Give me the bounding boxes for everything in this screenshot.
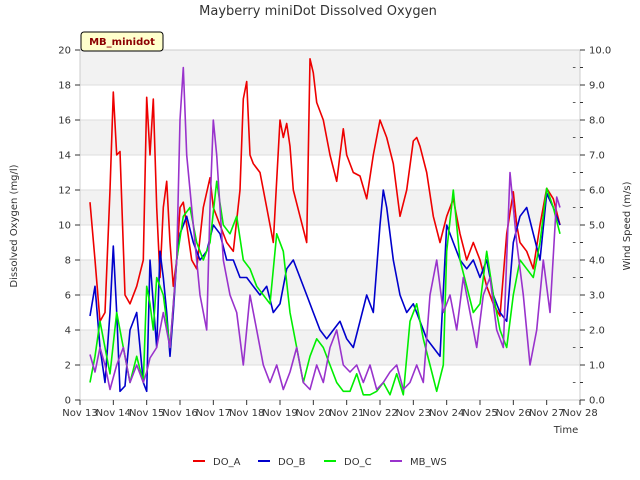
legend-label: MB_WS <box>410 457 447 468</box>
y2-minor-dash: - <box>572 168 576 179</box>
y2-minor-dash: - <box>572 63 576 74</box>
y2-tick-label: 1.0 <box>589 361 605 372</box>
y-tick-label: 10 <box>58 221 71 232</box>
x-tick-label: Nov 20 <box>296 408 331 419</box>
x-tick-label: Nov 27 <box>529 408 564 419</box>
chart-title: Mayberry miniDot Dissolved Oxygen <box>199 4 437 19</box>
y2-minor-dash: - <box>572 133 576 144</box>
y-tick-label: 18 <box>58 81 71 92</box>
y-tick-label: 20 <box>58 46 71 57</box>
background-band <box>80 50 580 85</box>
legend-label: DO_C <box>344 457 372 468</box>
legend-label: DO_B <box>278 457 306 468</box>
legend: DO_A DO_B DO_C MB_WS <box>193 457 447 468</box>
series-layer <box>89 57 561 396</box>
y2-minor-dash: - <box>572 308 576 319</box>
x-tick-label: Nov 16 <box>162 408 197 419</box>
y-tick-label: 6 <box>65 291 71 302</box>
y2-axis-title: Wind Speed (m/s) <box>622 181 633 270</box>
x-tick-label: Nov 15 <box>129 408 164 419</box>
y-tick-label: 16 <box>58 116 71 127</box>
y-tick-label: 8 <box>65 256 71 267</box>
y2-axis-ticks: 0.0 - 1.0 - 2.0 - 3.0 - 4.0 - 5.0 - 6.0 - 7.0 - 8.0 - 9.0 -… <box>572 46 611 407</box>
background-band <box>80 155 580 190</box>
y2-minor-dash: - <box>572 273 576 284</box>
x-axis-title: Time <box>553 425 578 436</box>
y-tick-label: 0 <box>65 396 71 407</box>
x-tick-label: Nov 24 <box>429 408 464 419</box>
y2-minor-dash: - <box>572 203 576 214</box>
y-tick-label: 12 <box>58 186 71 197</box>
legend-label: DO_A <box>213 457 241 468</box>
x-tick-label: Nov 18 <box>229 408 264 419</box>
y2-tick-label: 10.0 <box>589 46 611 57</box>
y2-tick-label: 3.0 <box>589 291 605 302</box>
y2-tick-label: 8.0 <box>589 116 605 127</box>
x-tick-label: Nov 19 <box>262 408 297 419</box>
y2-tick-label: 6.0 <box>589 186 605 197</box>
y2-tick-label: 2.0 <box>589 326 605 337</box>
y-tick-label: 14 <box>58 151 71 162</box>
x-tick-label: Nov 13 <box>62 408 97 419</box>
x-tick-label: Nov 23 <box>396 408 431 419</box>
y-tick-label: 2 <box>65 361 71 372</box>
background-band <box>80 85 580 120</box>
y-tick-label: 4 <box>65 326 71 337</box>
y-axis-ticks: 0 2 4 6 8 10 12 14 16 18 20 <box>58 46 80 407</box>
y2-minor-dash: - <box>572 98 576 109</box>
background-band <box>80 225 580 260</box>
y2-minor-dash: - <box>572 343 576 354</box>
background-band <box>80 365 580 400</box>
x-tick-label: Nov 28 <box>562 408 597 419</box>
y2-minor-dash: - <box>572 378 576 389</box>
x-tick-label: Nov 25 <box>462 408 497 419</box>
y2-minor-dash: - <box>572 238 576 249</box>
y2-tick-label: 4.0 <box>589 256 605 267</box>
badge-box <box>80 31 164 52</box>
series-line-do-b <box>89 189 561 393</box>
x-tick-label: Nov 21 <box>329 408 364 419</box>
badge-label: MB_minidot <box>89 37 155 48</box>
y-axis-title: Dissolved Oxygen (mg/l) <box>9 164 20 287</box>
x-tick-label: Nov 22 <box>362 408 397 419</box>
y2-tick-label: 7.0 <box>589 151 605 162</box>
background-bands <box>80 50 580 400</box>
y2-tick-label: 5.0 <box>589 221 605 232</box>
series-line-do-a <box>89 57 561 323</box>
badge: MB_minidot <box>80 31 164 52</box>
series-line-do-c <box>89 180 561 396</box>
x-tick-label: Nov 26 <box>496 408 531 419</box>
x-tick-label: Nov 17 <box>196 408 231 419</box>
background-band <box>80 190 580 225</box>
y2-tick-label: 9.0 <box>589 81 605 92</box>
y2-tick-label: 0.0 <box>589 396 605 407</box>
x-tick-label: Nov 14 <box>96 408 131 419</box>
background-band <box>80 120 580 155</box>
series-line-mb-ws <box>89 66 561 391</box>
